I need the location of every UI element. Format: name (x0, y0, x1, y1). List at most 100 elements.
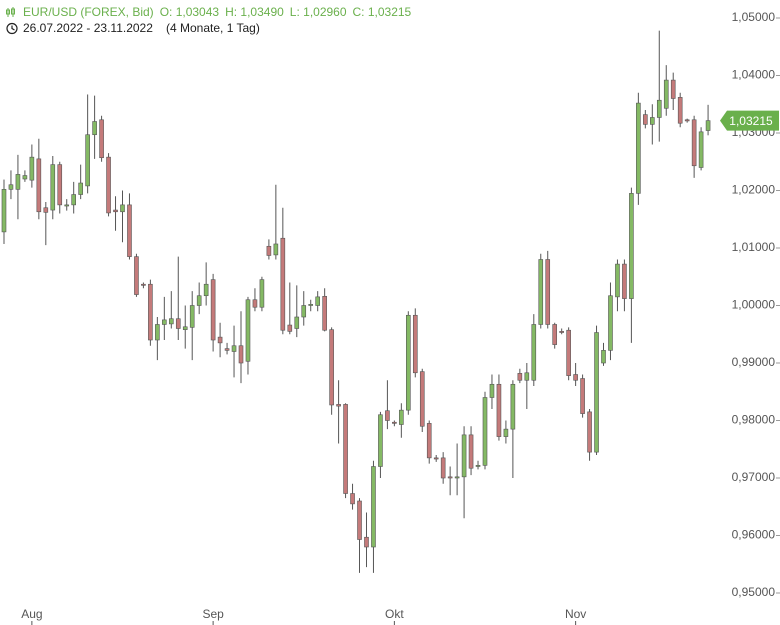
y-tick-label: 0,98000 (732, 413, 776, 427)
candle-body (336, 404, 341, 407)
candle-body (650, 117, 655, 125)
candle-body (426, 423, 432, 459)
candle-body (636, 102, 641, 194)
candle-body (566, 329, 571, 376)
candle (426, 420, 432, 464)
candle-body (134, 256, 139, 295)
candle (461, 426, 467, 519)
last-price-label: 1,03215 (729, 114, 773, 128)
candle-body (329, 329, 334, 406)
candle-body (245, 299, 251, 362)
candle-body (454, 476, 460, 479)
candle (106, 153, 111, 217)
candle-body (301, 305, 307, 318)
ohlc-label: H: 1,03490 (225, 5, 284, 19)
candle (196, 282, 202, 315)
candle (1, 179, 7, 244)
candle-body (531, 324, 537, 381)
x-tick-label: Aug (21, 607, 42, 621)
candle (259, 276, 265, 312)
candle (294, 285, 300, 338)
candle-body (552, 324, 558, 345)
candle-body (231, 345, 237, 352)
candle (322, 288, 327, 332)
candle-body (106, 156, 111, 214)
candle-body (350, 493, 355, 505)
candle-body (36, 158, 42, 213)
candle (168, 291, 174, 329)
candle-body (196, 295, 202, 306)
candle-body (670, 79, 676, 99)
candle-body (99, 119, 104, 159)
candle-body (412, 314, 418, 374)
candle (182, 305, 188, 349)
y-tick-label: 0,95000 (732, 585, 776, 599)
candle (99, 115, 104, 162)
candle-body (643, 114, 648, 125)
candle (245, 296, 251, 375)
candle-body (315, 296, 320, 306)
candle-body (656, 99, 662, 118)
candle-body (684, 119, 690, 122)
candle (141, 282, 146, 289)
candle (148, 279, 153, 346)
candle-body (29, 156, 35, 181)
candle-body (252, 299, 258, 308)
candle (406, 311, 411, 415)
ohlc-label: O: 1,03043 (160, 5, 220, 19)
candle-body (322, 295, 327, 331)
candle (496, 374, 502, 441)
candle-body (392, 421, 397, 424)
candle-body (517, 373, 523, 381)
candle-body (594, 332, 599, 453)
candle-body (677, 97, 683, 124)
candle-body (155, 324, 160, 341)
candle (71, 181, 76, 214)
candle-body (503, 428, 509, 437)
candle-body (287, 324, 293, 332)
candle (566, 327, 571, 381)
candle-body (468, 434, 474, 469)
candle (92, 95, 97, 159)
candle-body (162, 319, 167, 325)
candle-body (475, 465, 481, 467)
candle (357, 498, 362, 573)
candle-body (587, 411, 592, 453)
candle-body (545, 259, 551, 325)
candle (545, 250, 551, 329)
candle-body (280, 237, 286, 331)
candle-body (433, 457, 439, 460)
candle-body (15, 174, 21, 190)
candle (238, 311, 244, 384)
y-tick-label: 1,05000 (732, 10, 776, 24)
candle (517, 368, 523, 384)
candle (15, 154, 21, 220)
candle (650, 104, 655, 145)
candle (57, 161, 63, 214)
candle (162, 296, 167, 340)
candle (78, 164, 83, 200)
ohlc-label: L: 1,02960 (290, 5, 347, 19)
candle-body (663, 79, 669, 109)
chart-title: EUR/USD (FOREX, Bid) (23, 5, 154, 19)
candle-body (308, 304, 314, 306)
candle (475, 460, 481, 470)
candle-body (496, 383, 502, 437)
candle-body (482, 397, 488, 466)
y-tick-label: 1,01000 (732, 240, 776, 254)
candle (273, 184, 279, 260)
candle (573, 363, 578, 386)
candle-body (622, 263, 627, 299)
y-tick-label: 1,02000 (732, 183, 776, 197)
candle (155, 317, 160, 361)
candle (468, 426, 474, 476)
candle-body (22, 175, 28, 180)
candle (399, 403, 404, 438)
candle (559, 328, 564, 335)
candle-body (371, 466, 376, 548)
y-tick-label: 0,96000 (732, 528, 776, 542)
y-tick-label: 1,04000 (732, 68, 776, 82)
candle-body (419, 371, 425, 427)
candle (454, 443, 460, 496)
